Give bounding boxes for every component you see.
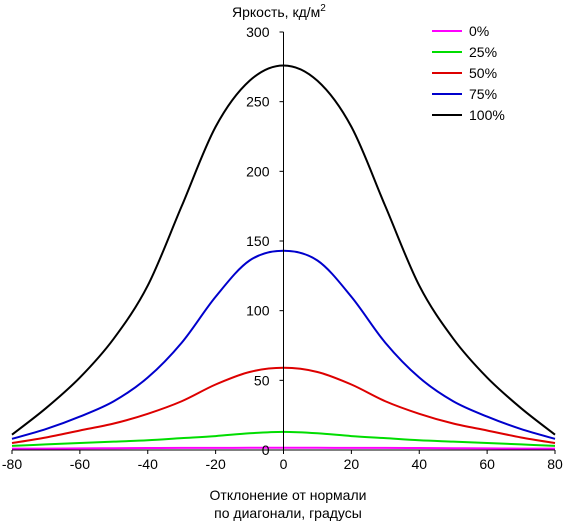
legend-label: 50% [469,65,497,81]
y-tick-label: 200 [246,163,270,179]
x-tick-label: 80 [547,456,563,472]
legend-label: 25% [469,44,497,60]
y-tick-label: 300 [246,24,270,40]
y-tick-label: 250 [246,94,270,110]
x-tick-labels: -80 -60 -40 -20 0 20 40 60 80 [2,450,563,472]
x-tick-label: 60 [479,456,495,472]
y-tick-label: 150 [246,233,270,249]
x-tick-label: 20 [344,456,360,472]
x-axis-title-line2: по диагонали, градусы [214,505,362,521]
y-axis-title-superscript: 2 [320,3,326,14]
legend: 0% 25% 50% 75% 100% [432,23,505,123]
y-tick-label: 100 [246,303,270,319]
legend-label: 0% [469,23,489,39]
y-axis-title: Яркость, кд/м2 [232,3,326,20]
y-tick-label: 0 [262,442,270,458]
y-axis-title-text: Яркость, кд/м [232,4,320,20]
x-tick-label: -80 [2,456,22,472]
x-tick-label: -20 [206,456,226,472]
legend-label: 75% [469,86,497,102]
x-axis-title-line1: Отклонение от нормали [210,487,367,503]
x-tick-label: 0 [280,456,288,472]
x-tick-label: -40 [138,456,158,472]
x-tick-label: 40 [411,456,427,472]
y-tick-labels: 0 50 100 150 200 250 300 [246,24,284,458]
legend-label: 100% [469,107,505,123]
x-tick-label: -60 [70,456,90,472]
y-tick-label: 50 [254,372,270,388]
